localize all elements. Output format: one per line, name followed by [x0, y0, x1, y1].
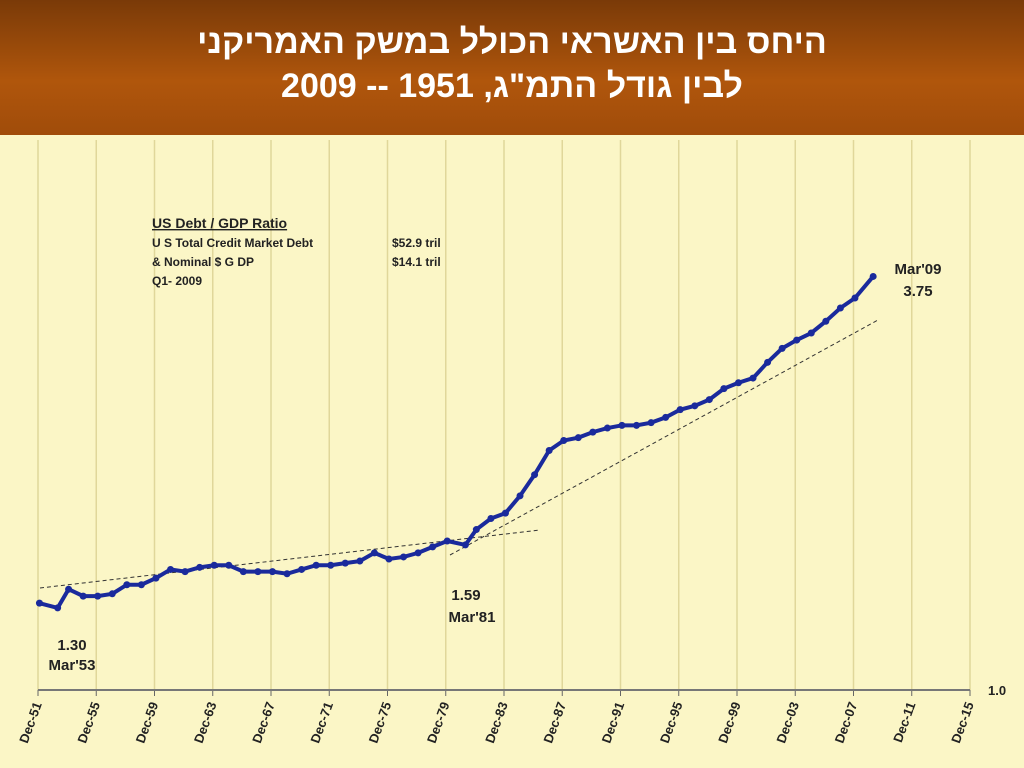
point: [239, 568, 247, 576]
box-text: $14.1 tril: [392, 255, 441, 269]
point: [662, 413, 670, 421]
annotation: Mar'53: [49, 657, 96, 674]
line: [38, 275, 875, 611]
point: [836, 304, 844, 312]
annotation: Mar'09: [895, 261, 942, 278]
point: [720, 385, 728, 393]
point: [676, 406, 684, 414]
point: [137, 581, 145, 589]
trend-line: [449, 319, 879, 556]
point: [94, 592, 102, 600]
annotation: 1.30: [57, 637, 86, 654]
box-text: U S Total Credit Market Debt: [152, 236, 313, 250]
point: [603, 424, 611, 432]
title-line: היחס בין האשראי הכולל במשק האמריקני: [197, 23, 827, 61]
annotation: 1.59: [451, 587, 480, 604]
annotation: 3.75: [903, 283, 932, 300]
point: [618, 421, 626, 429]
point: [283, 570, 291, 578]
box-title: US Debt / GDP Ratio: [152, 215, 287, 231]
point: [793, 336, 801, 344]
annotations: 1.30 Mar'53 1.59 Mar'81 Mar'09 3.75: [49, 261, 942, 674]
point: [370, 549, 378, 557]
point: [734, 379, 742, 387]
point: [633, 421, 641, 429]
point: [487, 515, 495, 523]
point: [54, 604, 62, 612]
point: [210, 561, 218, 569]
point: [647, 419, 655, 427]
point: [35, 599, 43, 607]
point: [152, 574, 160, 582]
header: היחס בין האשראי הכולל במשק האמריקני לבין…: [0, 0, 1024, 135]
point: [545, 446, 553, 454]
point: [429, 543, 437, 551]
point: [356, 557, 364, 565]
point: [807, 329, 815, 337]
point: [691, 402, 699, 410]
legend-box: US Debt / GDP Ratio U S Total Credit Mar…: [152, 215, 441, 288]
point: [443, 537, 451, 545]
point: [851, 294, 859, 302]
point: [461, 541, 469, 549]
point: [225, 561, 233, 569]
point: [869, 272, 877, 280]
point: [312, 561, 320, 569]
annotation: Mar'81: [449, 609, 496, 626]
point: [79, 592, 87, 600]
point: [196, 563, 204, 571]
point: [400, 553, 408, 561]
point: [560, 436, 568, 444]
point: [414, 549, 422, 557]
point: [705, 396, 713, 404]
point: [501, 509, 509, 517]
point: [254, 568, 262, 576]
point: [764, 358, 772, 366]
point: [123, 581, 131, 589]
point: [167, 565, 175, 573]
box-text: Q1- 2009: [152, 274, 202, 288]
point: [589, 428, 597, 436]
point: [385, 555, 393, 563]
point: [298, 565, 306, 573]
point: [341, 559, 349, 567]
point: [822, 317, 830, 325]
point: [531, 471, 539, 479]
point: [181, 568, 189, 576]
point: [472, 526, 480, 534]
point: [327, 561, 335, 569]
box-text: $52.9 tril: [392, 236, 441, 250]
box-text: & Nominal $ G DP: [152, 255, 254, 269]
point: [516, 492, 524, 500]
point: [778, 344, 786, 352]
point: [65, 585, 73, 593]
point: [108, 590, 116, 598]
point: [749, 374, 757, 382]
title-line: לבין גודל התמ"ג, 1951 -- 2009: [281, 67, 743, 105]
point: [574, 434, 582, 442]
y-tick-label: 1.0: [988, 683, 1006, 698]
point: [268, 568, 276, 576]
